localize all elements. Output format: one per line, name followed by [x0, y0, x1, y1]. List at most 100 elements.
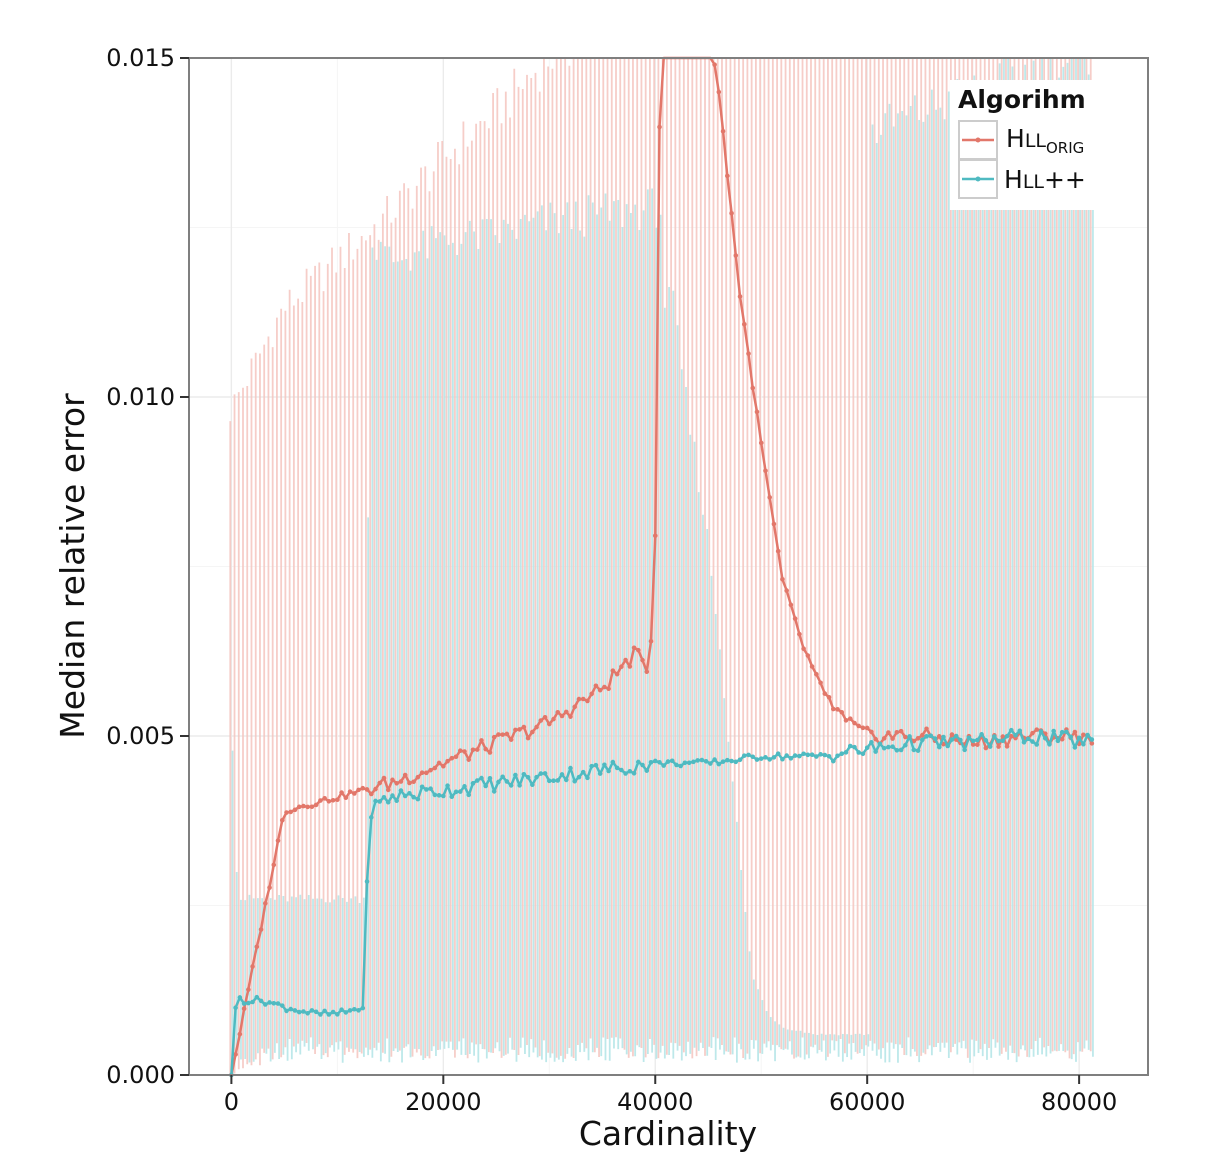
data-point [470, 747, 476, 753]
data-point [983, 745, 989, 751]
data-point [805, 653, 811, 658]
data-point [669, 758, 675, 764]
data-point [250, 999, 255, 1005]
data-point [801, 646, 806, 652]
data-point [839, 709, 845, 715]
data-point [746, 752, 751, 758]
data-point [886, 744, 891, 750]
y-tick-label: 0.000 [106, 1061, 175, 1089]
data-point [1042, 735, 1048, 741]
data-point [347, 789, 353, 795]
data-point [411, 779, 416, 785]
data-point [716, 761, 722, 767]
data-point [402, 793, 408, 799]
data-point [1081, 732, 1086, 738]
data-point [373, 798, 378, 804]
data-point [708, 761, 713, 766]
data-point [398, 788, 404, 793]
data-point [568, 714, 573, 719]
data-point [1059, 736, 1065, 742]
data-point [788, 756, 794, 761]
data-point [449, 794, 455, 800]
data-point [453, 754, 459, 760]
data-point [614, 765, 620, 771]
data-point [720, 129, 726, 134]
data-point [1051, 728, 1056, 734]
data-point [780, 756, 785, 762]
data-point [1009, 727, 1014, 733]
y-axis-title: Median relative error [53, 393, 92, 739]
data-point [847, 743, 853, 749]
data-point [886, 730, 891, 735]
data-point [343, 1010, 349, 1015]
data-point [487, 750, 493, 755]
data-point [919, 737, 925, 743]
data-point [432, 765, 438, 771]
data-point [949, 732, 955, 737]
data-point [737, 294, 743, 299]
data-point [305, 804, 310, 810]
data-point [572, 778, 578, 784]
data-point [530, 782, 535, 787]
data-point [377, 799, 383, 804]
data-point [521, 771, 527, 777]
data-point [597, 771, 603, 776]
data-point [352, 791, 357, 796]
data-point [356, 787, 361, 793]
data-point [881, 736, 887, 741]
data-point [335, 1012, 340, 1017]
data-point [941, 734, 946, 740]
data-point [936, 744, 942, 750]
data-point [233, 1005, 238, 1011]
data-point [686, 760, 692, 766]
y-axis-ticks: 0.000 0.005 0.010 0.015 [106, 44, 189, 1089]
data-point [305, 1011, 310, 1016]
data-point [593, 683, 599, 689]
data-point [725, 757, 730, 763]
data-point [1038, 729, 1044, 734]
data-point [911, 747, 917, 753]
data-point [606, 686, 611, 692]
data-point [826, 753, 832, 759]
data-point [619, 664, 624, 670]
data-point [657, 124, 662, 130]
data-point [313, 802, 319, 808]
data-point [381, 794, 387, 800]
data-point [758, 756, 764, 761]
series-hll_pp [229, 727, 1095, 1078]
data-point [1009, 733, 1014, 739]
data-point [390, 793, 395, 798]
data-point [292, 1008, 298, 1013]
data-point [322, 1008, 327, 1014]
data-point [284, 1008, 289, 1014]
data-point [364, 787, 370, 792]
data-point [835, 707, 840, 712]
data-point [610, 668, 616, 673]
data-point [822, 691, 828, 696]
data-point [1081, 741, 1086, 747]
data-point [953, 733, 959, 739]
data-point [1068, 734, 1073, 740]
data-point [1072, 729, 1078, 735]
data-point [996, 738, 1001, 744]
data-point [487, 775, 493, 781]
data-point [856, 750, 862, 755]
data-point [441, 793, 446, 799]
data-point [500, 732, 505, 737]
data-point [381, 775, 387, 781]
legend-title: Algorihm [958, 85, 1086, 114]
data-point [1021, 739, 1027, 745]
data-point [241, 1001, 247, 1006]
data-point [275, 838, 281, 843]
data-point [262, 1002, 268, 1007]
data-point [394, 798, 399, 804]
data-point [339, 1007, 344, 1012]
data-point [814, 671, 819, 677]
data-point [606, 768, 611, 774]
series-lines [229, 56, 1095, 1078]
data-point [1034, 742, 1040, 747]
data-point [246, 987, 251, 992]
legend-label-suffix: ++ [1044, 165, 1086, 194]
data-point [627, 768, 633, 774]
